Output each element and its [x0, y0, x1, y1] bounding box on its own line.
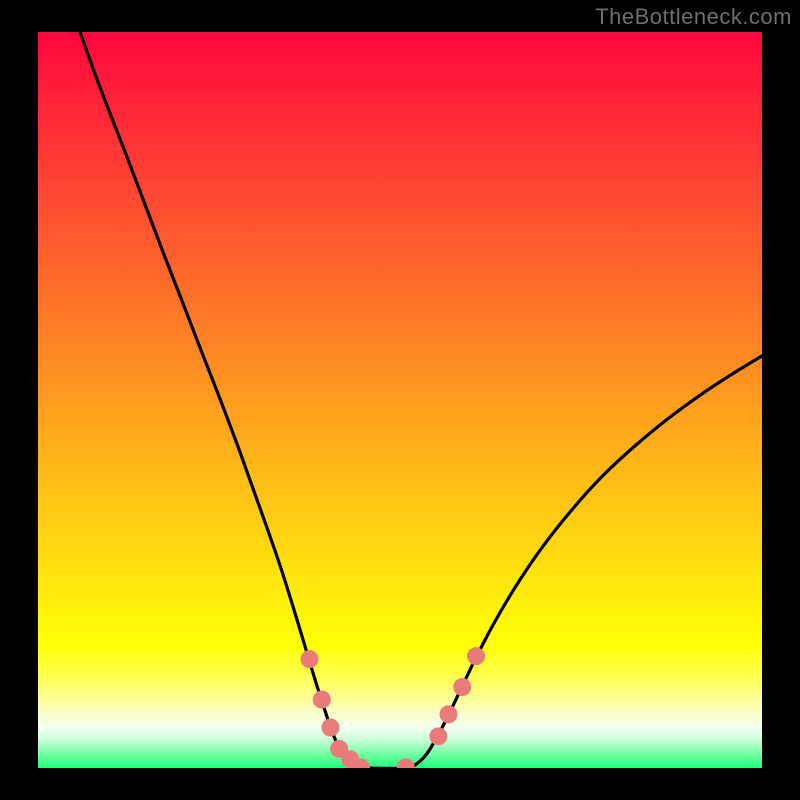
- bottleneck-chart: [0, 0, 800, 800]
- curve-marker: [440, 705, 458, 723]
- curve-marker: [322, 719, 340, 737]
- plot-background: [38, 32, 762, 768]
- curve-marker: [467, 647, 485, 665]
- curve-marker: [301, 650, 319, 668]
- curve-marker: [429, 727, 447, 745]
- curve-marker: [313, 691, 331, 709]
- chart-container: TheBottleneck.com: [0, 0, 800, 800]
- curve-marker: [453, 678, 471, 696]
- watermark-label: TheBottleneck.com: [595, 4, 792, 30]
